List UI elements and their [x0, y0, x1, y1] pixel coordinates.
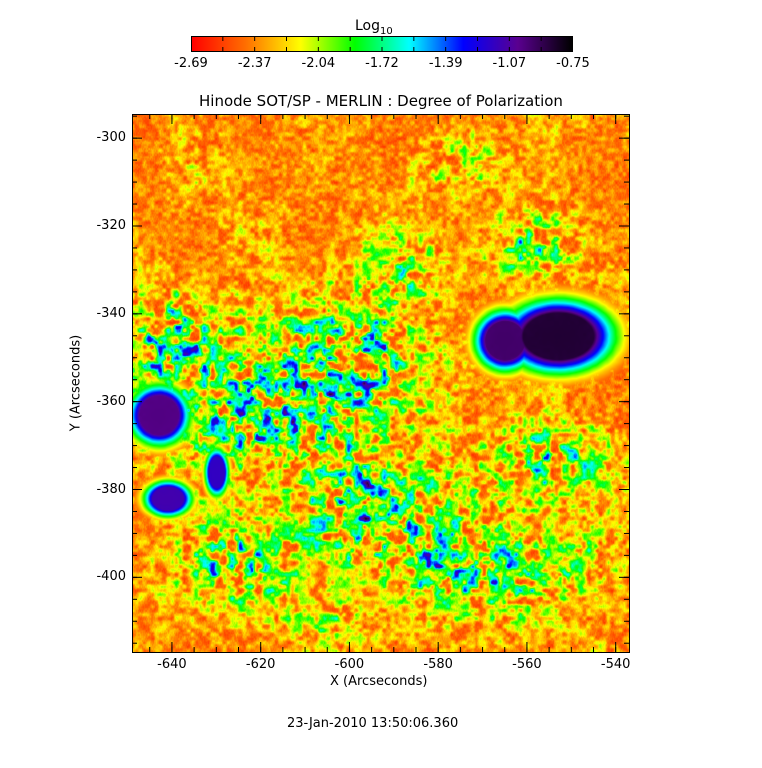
colorbar-tick-label: -1.39 — [428, 56, 463, 71]
y-tick-label: -320 — [96, 217, 126, 233]
x-tick-label: -620 — [245, 657, 276, 672]
plot-title: Hinode SOT/SP - MERLIN : Degree of Polar… — [199, 92, 563, 110]
y-tick-label: -400 — [96, 569, 126, 585]
y-tick-label: -300 — [96, 130, 126, 146]
x-tick-label: -540 — [600, 657, 631, 672]
x-tick-label: -560 — [512, 657, 542, 672]
y-tick-label: -340 — [96, 305, 126, 321]
colorbar-tick-label: -2.04 — [301, 56, 336, 71]
colorbar-tick-label: -0.75 — [556, 56, 590, 71]
y-tick-label: -380 — [96, 481, 126, 497]
x-tick-label: -600 — [334, 657, 365, 672]
colorbar-title: Log10 — [355, 18, 393, 37]
colorbar-tick-label: -2.69 — [174, 56, 208, 71]
y-tick-label: -360 — [96, 393, 126, 409]
timestamp: 23-Jan-2010 13:50:06.360 — [287, 716, 459, 731]
x-tick-label: -640 — [157, 657, 187, 672]
colorbar-tick-label: -1.72 — [365, 56, 399, 71]
x-axis-label: X (Arcseconds) — [330, 674, 428, 689]
polarization-heatmap — [132, 114, 629, 652]
x-tick-label: -580 — [423, 657, 453, 672]
colorbar-tick-label: -2.37 — [237, 56, 272, 71]
colorbar-tick-label: -1.07 — [492, 56, 527, 71]
plot-frame — [132, 114, 630, 653]
y-axis-label: Y (Arcseconds) — [68, 334, 84, 432]
